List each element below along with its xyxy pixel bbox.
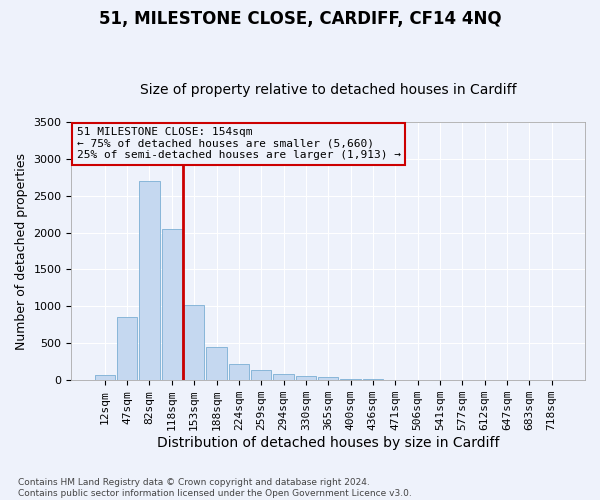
Bar <box>274 374 293 380</box>
Bar <box>117 318 137 380</box>
Bar <box>162 229 182 380</box>
Bar <box>318 378 338 380</box>
Text: 51, MILESTONE CLOSE, CARDIFF, CF14 4NQ: 51, MILESTONE CLOSE, CARDIFF, CF14 4NQ <box>98 10 502 28</box>
Title: Size of property relative to detached houses in Cardiff: Size of property relative to detached ho… <box>140 83 517 97</box>
Text: Contains HM Land Registry data © Crown copyright and database right 2024.
Contai: Contains HM Land Registry data © Crown c… <box>18 478 412 498</box>
Text: 51 MILESTONE CLOSE: 154sqm
← 75% of detached houses are smaller (5,660)
25% of s: 51 MILESTONE CLOSE: 154sqm ← 75% of deta… <box>77 127 401 160</box>
Bar <box>95 374 115 380</box>
X-axis label: Distribution of detached houses by size in Cardiff: Distribution of detached houses by size … <box>157 436 499 450</box>
Y-axis label: Number of detached properties: Number of detached properties <box>15 152 28 350</box>
Bar <box>251 370 271 380</box>
Bar <box>340 378 361 380</box>
Bar <box>229 364 249 380</box>
Bar <box>139 181 160 380</box>
Bar <box>296 376 316 380</box>
Bar <box>206 347 227 380</box>
Bar <box>184 305 204 380</box>
